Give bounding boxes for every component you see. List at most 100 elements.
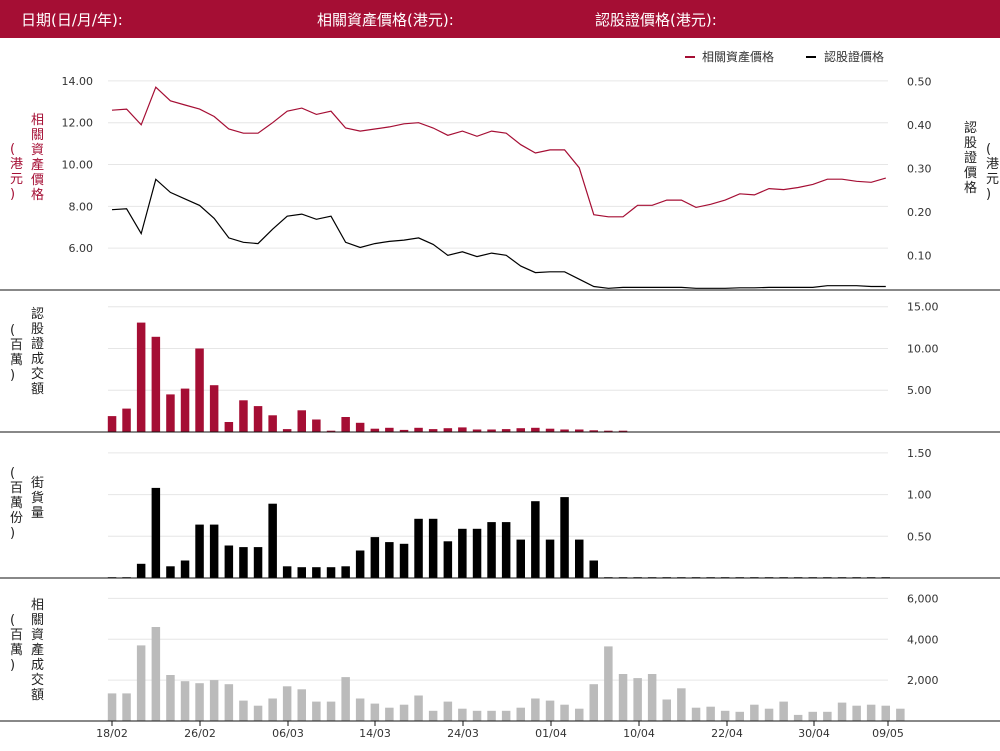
bar-axis-tick-label: 0.50 — [907, 530, 932, 543]
right-axis-tick-label: 0.50 — [907, 76, 932, 89]
underlying-turnover-bar — [808, 711, 817, 721]
warrant-turnover-bar — [516, 428, 525, 432]
underlying-turnover-bar — [443, 701, 453, 721]
underlying-turnover-bar — [501, 710, 511, 721]
right-axis-tick-label: 0.40 — [907, 119, 932, 132]
outstanding-bar — [589, 560, 598, 578]
warrant-turnover-bar — [312, 419, 321, 432]
bar-axis-tick-label: 10.00 — [907, 342, 939, 355]
warrant-price-line — [111, 178, 886, 289]
outstanding-bar — [195, 524, 204, 578]
underlying-turnover-bar — [253, 705, 263, 721]
warrant-turnover-bar — [209, 385, 219, 432]
warrant-turnover-bar — [268, 415, 277, 432]
bar-axis-unit: (百萬) — [10, 323, 23, 383]
warrant-turnover-bar — [414, 427, 423, 432]
warrant-turnover-bar — [458, 427, 467, 432]
outstanding-bar — [472, 528, 482, 578]
underlying-turnover-bar — [239, 700, 248, 721]
underlying-turnover-bar — [618, 674, 628, 721]
left-axis-label: 相關資產價格 — [31, 113, 44, 203]
underlying-turnover-bar — [764, 708, 774, 721]
underlying-turnover-bar — [545, 700, 555, 721]
warrant-turnover-bar — [151, 336, 161, 432]
warrant-turnover-bar — [487, 429, 496, 432]
x-axis-tick-label: 14/03 — [359, 727, 391, 740]
bar-axis-label: 認股證成交額 — [31, 306, 44, 397]
underlying-turnover-bar — [341, 677, 350, 721]
underlying-turnover-bar — [677, 688, 686, 721]
x-axis-tick-label: 10/04 — [623, 727, 655, 740]
outstanding-bar — [224, 545, 234, 578]
underlying-turnover-bar — [575, 708, 584, 721]
outstanding-bar — [370, 537, 380, 578]
x-axis-tick-label: 01/04 — [535, 727, 567, 740]
outstanding-bar — [545, 539, 555, 578]
underlying-turnover-bar — [487, 710, 496, 721]
header-bar: 日期(日/月/年): 相關資產價格(港元): 認股證價格(港元): — [0, 0, 1000, 38]
warrant-turnover-bar — [224, 422, 234, 432]
warrant-turnover-bar — [443, 428, 453, 432]
warrant-turnover-bar — [370, 428, 380, 432]
right-axis-unit: (港元) — [986, 142, 999, 202]
outstanding-bar — [487, 522, 496, 578]
legend-underlying-label: 相關資產價格 — [702, 49, 774, 64]
underlying-turnover-bar — [706, 706, 715, 721]
underlying-turnover-bar — [209, 680, 219, 721]
outstanding-bar — [501, 522, 511, 578]
warrant-turnover-bar — [531, 427, 540, 432]
underlying-turnover-bar — [881, 705, 890, 721]
underlying-turnover-bar — [896, 708, 905, 721]
underlying-turnover-bar — [166, 675, 175, 721]
x-axis-tick-label: 09/05 — [872, 727, 904, 740]
warrant-turnover-bar — [341, 417, 350, 432]
warrant-turnover-bar — [575, 429, 584, 432]
underlying-turnover-bar — [852, 705, 861, 721]
underlying-turnover-bar — [866, 704, 876, 721]
underlying-turnover-bar — [633, 678, 642, 721]
x-axis-tick-label: 18/02 — [96, 727, 128, 740]
underlying-turnover-bar — [662, 699, 671, 721]
warrant-turnover-bar — [545, 428, 555, 432]
warrant-turnover-bar — [297, 410, 306, 432]
underlying-turnover-bar — [750, 704, 759, 721]
outstanding-bar — [151, 487, 161, 578]
underlying-turnover-bar — [793, 714, 803, 721]
warrant-turnover-bar — [501, 429, 511, 432]
warrant-turnover-bar — [253, 406, 263, 432]
outstanding-bar — [531, 501, 540, 578]
outstanding-bar — [312, 567, 321, 578]
underlying-turnover-bar — [282, 686, 292, 721]
warrant-turnover-bar — [180, 388, 190, 432]
outstanding-bar — [239, 547, 248, 578]
underlying-turnover-bar — [224, 684, 234, 721]
underlying-turnover-bar — [326, 701, 336, 721]
outstanding-bar — [458, 528, 467, 578]
left-axis-unit: (港元) — [10, 142, 23, 202]
bar-axis-unit: (百萬) — [10, 613, 23, 673]
warrant-turnover-bar — [239, 400, 248, 432]
bar-axis-tick-label: 4,000 — [907, 633, 939, 646]
underlying-turnover-bar — [589, 684, 598, 721]
right-axis-tick-label: 0.10 — [907, 249, 932, 262]
warrant-turnover-bar — [385, 427, 394, 432]
bar-axis-tick-label: 5.00 — [907, 384, 932, 397]
underlying-turnover-bar — [268, 698, 277, 721]
warrant-turnover-bar — [195, 348, 204, 432]
outstanding-bar — [209, 524, 219, 578]
warrant-turnover-bar — [618, 430, 628, 432]
warrant-turnover-bar — [122, 408, 131, 432]
underlying-turnover-bar — [823, 711, 832, 721]
outstanding-bar — [297, 567, 306, 578]
bar-axis-tick-label: 15.00 — [907, 301, 939, 314]
underlying-turnover-bar — [472, 710, 482, 721]
underlying-turnover-bar — [516, 707, 525, 721]
outstanding-bar — [428, 518, 438, 578]
x-axis-tick-label: 22/04 — [711, 727, 743, 740]
x-axis-tick-label: 26/02 — [184, 727, 216, 740]
underlying-turnover-bar — [370, 703, 380, 721]
outstanding-bar — [355, 550, 365, 578]
underlying-turnover-bar — [399, 704, 409, 721]
underlying-turnover-bar — [458, 708, 467, 721]
